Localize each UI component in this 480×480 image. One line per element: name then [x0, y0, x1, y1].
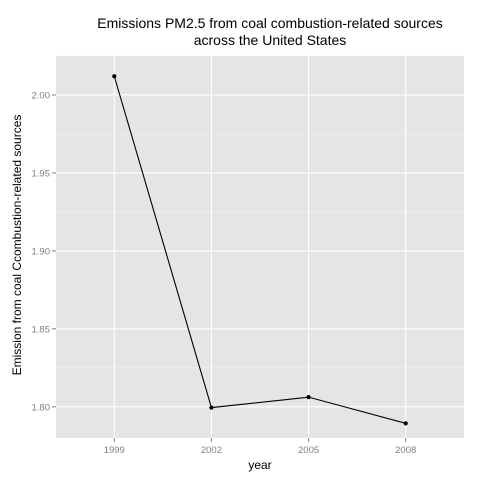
data-point — [112, 74, 117, 79]
x-axis-title: year — [248, 458, 271, 472]
data-point — [403, 421, 408, 426]
x-tick-label: 1999 — [104, 445, 125, 456]
y-axis-title: Emission from coal Ccombustion-related s… — [10, 115, 24, 376]
y-tick-label: 2.00 — [32, 90, 51, 101]
data-point — [306, 395, 311, 400]
chart-title-line-1: Emissions PM2.5 from coal combustion-rel… — [97, 15, 442, 31]
y-tick-label: 1.90 — [32, 246, 51, 257]
x-tick-label: 2008 — [395, 445, 416, 456]
tick-layer: 1.80 1.85 1.90 1.95 2.00 1999 2002 2005 2008 — [32, 90, 417, 456]
x-tick-label: 2005 — [298, 445, 319, 456]
series-layer — [112, 74, 408, 426]
y-tick-label: 1.95 — [32, 168, 51, 179]
grid-layer — [56, 55, 464, 438]
series-line — [113, 76, 406, 424]
data-point — [209, 405, 214, 410]
y-tick-label: 1.85 — [32, 324, 51, 335]
y-tick-label: 1.80 — [32, 402, 51, 413]
chart-title-line-2: across the United States — [194, 32, 347, 48]
plot-panel — [56, 56, 464, 438]
x-tick-label: 2002 — [201, 445, 222, 456]
